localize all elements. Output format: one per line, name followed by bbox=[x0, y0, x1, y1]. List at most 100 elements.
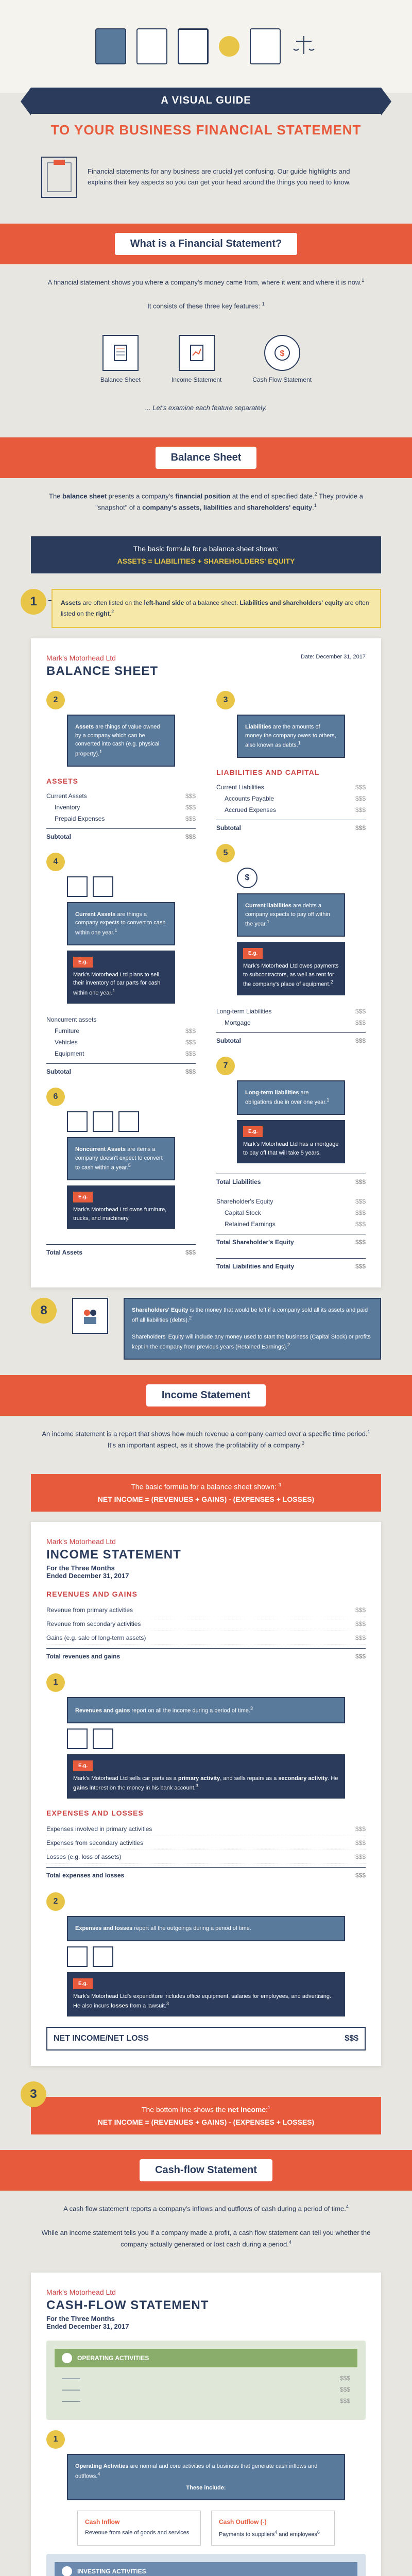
document-icon bbox=[136, 28, 167, 64]
header-illustration bbox=[0, 0, 412, 93]
dollar-icon: $ bbox=[237, 868, 258, 888]
section-heading: Balance Sheet bbox=[156, 447, 257, 469]
assets-heading: ASSETS bbox=[46, 777, 196, 785]
bs-desc: The balance sheet presents a company's f… bbox=[0, 478, 412, 526]
bottom-line-formula: The bottom line shows the net income:1 N… bbox=[31, 2097, 381, 2134]
formula-label: The basic formula for a balance sheet sh… bbox=[39, 1482, 373, 1491]
section-what-is: What is a Financial Statement? bbox=[0, 224, 412, 264]
inc-formula: The basic formula for a balance sheet sh… bbox=[31, 1474, 381, 1512]
operating-callout: Operating Activities are normal and core… bbox=[67, 2454, 345, 2500]
outflow-col: Cash Outflow (-)Payments to suppliers4 a… bbox=[211, 2511, 335, 2546]
bank-icon bbox=[93, 1728, 113, 1749]
doc-title: BALANCE SHEET bbox=[46, 664, 366, 679]
badge-1-cf: 1 bbox=[46, 2430, 65, 2449]
gear-icon bbox=[118, 1111, 139, 1132]
shareholders-row: 8 Shareholders' Equity is the money that… bbox=[0, 1298, 412, 1360]
intro-box: Financial statements for any business ar… bbox=[0, 146, 412, 208]
revenues-heading: REVENUES AND GAINS bbox=[46, 1590, 366, 1598]
feature-label: Cash Flow Statement bbox=[252, 376, 312, 383]
cashflow-icon: $ bbox=[264, 335, 300, 371]
current-liab-example: E.g.Mark's Motorhead Ltd owes payments t… bbox=[237, 942, 345, 995]
investing-section: INVESTING ACTIVITIES ———$$$ ———$$$ bbox=[46, 2554, 366, 2576]
scale-icon bbox=[291, 33, 317, 59]
assets-callout: Assets are things of value owned by a co… bbox=[67, 715, 175, 767]
chart-icon bbox=[250, 28, 281, 64]
monitor-icon bbox=[178, 28, 209, 64]
doc-company: Mark's Motorhead Ltd bbox=[46, 2288, 366, 2296]
people-icon bbox=[72, 1298, 108, 1334]
svg-text:$: $ bbox=[280, 349, 284, 358]
current-assets-callout: Current Assets are things a company expe… bbox=[67, 902, 175, 945]
doc-title: INCOME STATEMENT bbox=[46, 1548, 366, 1562]
examine-text: ... Let's examine each feature separatel… bbox=[0, 394, 412, 422]
consists-text: It consists of these three key features:… bbox=[0, 300, 412, 324]
expenses-heading: EXPENSES AND LOSSES bbox=[46, 1809, 366, 1817]
badge-2-inc: 2 bbox=[46, 1892, 65, 1911]
formula-parts: NET INCOME = (REVENUES + GAINS) - (EXPEN… bbox=[39, 2118, 373, 2126]
balance-sheet-icon bbox=[102, 335, 139, 371]
coins-icon bbox=[219, 36, 239, 57]
feature-label: Income Statement bbox=[171, 376, 221, 383]
doc-company: Mark's Motorhead Ltd bbox=[46, 1537, 366, 1546]
inc-desc: An income statement is a report that sho… bbox=[0, 1416, 412, 1464]
inflow-col: Cash InflowRevenue from sale of goods an… bbox=[77, 2511, 201, 2546]
calendar-icon bbox=[93, 876, 113, 897]
printer-icon bbox=[67, 1946, 88, 1967]
badge-1-inc: 1 bbox=[46, 1673, 65, 1692]
section-heading: Income Statement bbox=[146, 1384, 266, 1406]
investing-heading: INVESTING ACTIVITIES bbox=[55, 2562, 357, 2576]
income-icon bbox=[179, 335, 215, 371]
section-balance-sheet: Balance Sheet bbox=[0, 437, 412, 478]
noncurrent-callout: Noncurrent Assets are items a company do… bbox=[67, 1137, 175, 1180]
revenues-example: E.g.Mark's Motorhead Ltd sells car parts… bbox=[67, 1754, 345, 1799]
furniture-icon bbox=[67, 1111, 88, 1132]
doc-title: CASH-FLOW STATEMENT bbox=[46, 2298, 366, 2313]
noncurrent-example: E.g.Mark's Motorhead Ltd owns furniture,… bbox=[67, 1185, 175, 1229]
badge-7: 7 bbox=[216, 1057, 235, 1075]
clipboard-icon bbox=[41, 157, 77, 198]
expenses-example: E.g.Mark's Motorhead Ltd's expenditure i… bbox=[67, 1972, 345, 2017]
badge-6: 6 bbox=[46, 1088, 65, 1106]
formula-label: The basic formula for a balance sheet sh… bbox=[39, 545, 373, 553]
liabilities-heading: LIABILITIES AND CAPITAL bbox=[216, 768, 366, 776]
step-badge-1: 1 bbox=[21, 589, 46, 615]
bs-formula: The basic formula for a balance sheet sh… bbox=[31, 536, 381, 573]
feature-cashflow: $ Cash Flow Statement bbox=[252, 335, 312, 383]
badge-5: 5 bbox=[216, 844, 235, 862]
section-heading: What is a Financial Statement? bbox=[115, 233, 298, 255]
note-1: Assets are often listed on the left-hand… bbox=[52, 589, 381, 628]
calculator-icon bbox=[95, 28, 126, 64]
revenues-callout: Revenues and gains report on all the inc… bbox=[67, 1697, 345, 1723]
income-doc: Mark's Motorhead Ltd INCOME STATEMENT Fo… bbox=[31, 1522, 381, 2066]
formula-parts: NET INCOME = (REVENUES + GAINS) - (EXPEN… bbox=[39, 1495, 373, 1503]
gavel-icon bbox=[93, 1946, 113, 1967]
cf-desc: A cash flow statement reports a company'… bbox=[0, 2191, 412, 2227]
current-liab-callout: Current liabilities are debts a company … bbox=[237, 893, 345, 937]
operating-section: OPERATING ACTIVITIES ———$$$ ———$$$ ———$$… bbox=[46, 2341, 366, 2420]
section-cashflow: Cash-flow Statement bbox=[0, 2150, 412, 2191]
dot-icon bbox=[62, 2566, 72, 2576]
liabilities-column: 3 Liabilities are the amounts of money t… bbox=[216, 681, 366, 1272]
cashflow-doc: Mark's Motorhead Ltd CASH-FLOW STATEMENT… bbox=[31, 2273, 381, 2576]
section-income: Income Statement bbox=[0, 1375, 412, 1416]
assets-column: 2 Assets are things of value owned by a … bbox=[46, 681, 196, 1272]
feature-balance-sheet: Balance Sheet bbox=[100, 335, 141, 383]
badge-8: 8 bbox=[31, 1298, 57, 1324]
badge-4: 4 bbox=[46, 853, 65, 871]
feature-label: Balance Sheet bbox=[100, 376, 141, 383]
feature-income: Income Statement bbox=[171, 335, 221, 383]
three-features: Balance Sheet Income Statement $ Cash Fl… bbox=[0, 325, 412, 394]
formula-parts: ASSETS = LIABILITIES + SHAREHOLDERS' EQU… bbox=[39, 557, 373, 565]
current-assets-example: E.g.Mark's Motorhead Ltd plans to sell t… bbox=[67, 951, 175, 1004]
badge-3: 3 bbox=[216, 691, 235, 709]
section-desc: A financial statement shows you where a … bbox=[0, 264, 412, 300]
doc-date: Date: December 31, 2017 bbox=[301, 654, 366, 660]
shareholders-callout: Shareholders' Equity is the money that w… bbox=[124, 1298, 381, 1360]
title-ribbon: A VISUAL GUIDE bbox=[31, 88, 381, 114]
net-income-box: NET INCOME/NET LOSS$$$ bbox=[46, 2027, 366, 2050]
balance-sheet-doc: Date: December 31, 2017 Mark's Motorhead… bbox=[31, 638, 381, 1287]
formula-label: The bottom line shows the net income:1 bbox=[39, 2105, 373, 2114]
longterm-callout: Long-term liabilities are obligations du… bbox=[237, 1080, 345, 1115]
intro-text: Financial statements for any business ar… bbox=[88, 166, 371, 188]
calendar-icon bbox=[67, 876, 88, 897]
